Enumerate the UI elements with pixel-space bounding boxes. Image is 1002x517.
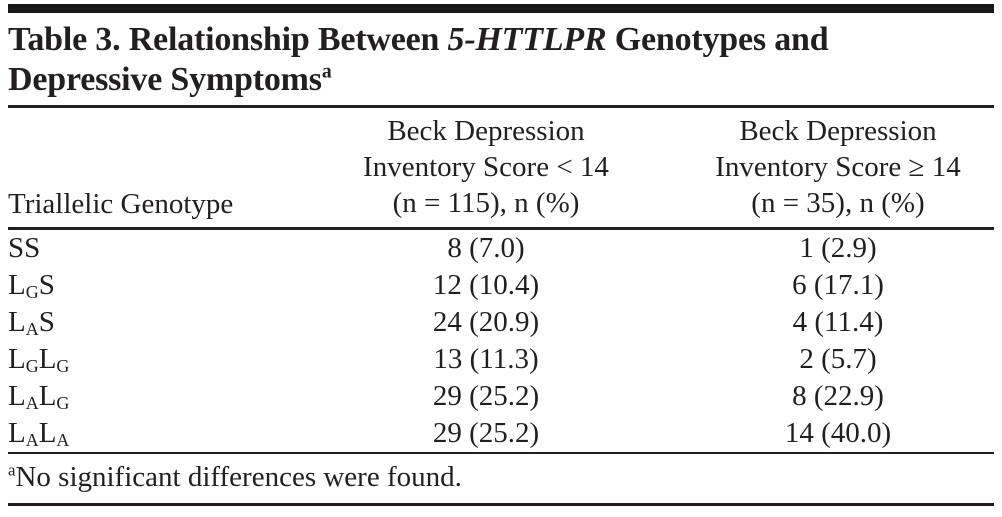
header-line: (n = 35), n (%) (751, 187, 925, 219)
header-line: Beck Depression (387, 115, 585, 147)
table-title: Table 3. Relationship Between 5-HTTLPR G… (8, 20, 994, 100)
bdi-ge14-cell: 2 (5.7) (799, 343, 877, 375)
column-header-bdi-ge14: Beck Depression Inventory Score ≥ 14 (n … (682, 108, 994, 230)
allele-subscript: A (25, 430, 39, 451)
table-title-gene-italic: 5-HTTLPR (447, 21, 607, 58)
table-top-rule (8, 4, 994, 13)
header-line: Beck Depression (739, 115, 937, 147)
table-title-suffix: Genotypes and (606, 21, 829, 58)
allele-subscript: A (25, 319, 39, 340)
bdi-lt14-cell: 29 (25.2) (290, 415, 682, 454)
header-line: Inventory Score < 14 (363, 151, 609, 183)
bdi-ge14-cell: 14 (40.0) (682, 415, 994, 454)
bdi-ge14-cell: 6 (17.1) (792, 269, 884, 301)
table-row: LALG 29 (25.2) 8 (22.9) (8, 378, 994, 415)
paper-table-figure: Table 3. Relationship Between 5-HTTLPR G… (0, 4, 1002, 517)
table-row: LGLG 13 (11.3) 2 (5.7) (8, 341, 994, 378)
bdi-lt14-cell: 13 (11.3) (433, 343, 539, 375)
title-divider-rule (8, 105, 994, 108)
genotype-table: Triallelic Genotype Beck Depression Inve… (8, 108, 994, 454)
bdi-ge14-cell: 8 (22.9) (792, 380, 884, 412)
allele-subscript: A (56, 430, 70, 451)
allele-subscript: G (25, 282, 39, 303)
allele-subscript: G (25, 356, 39, 377)
footnote-text: No significant differences were found. (15, 461, 462, 493)
table-row: LALA 29 (25.2) 14 (40.0) (8, 415, 994, 454)
bdi-lt14-cell: 12 (10.4) (432, 269, 540, 301)
header-row: Triallelic Genotype Beck Depression Inve… (8, 108, 994, 230)
genotype-table-header: Triallelic Genotype Beck Depression Inve… (8, 108, 994, 230)
header-line: Inventory Score ≥ 14 (715, 151, 961, 183)
table-row: LGS 12 (10.4) 6 (17.1) (8, 267, 994, 304)
genotype-cell: LAS (8, 306, 55, 340)
genotype-cell: SS (8, 232, 41, 264)
genotype-cell: LALA (8, 415, 290, 454)
table-row: SS 8 (7.0) 1 (2.9) (8, 229, 994, 268)
genotype-cell: LGLG (8, 343, 70, 377)
bdi-lt14-cell: 8 (7.0) (447, 232, 525, 264)
allele-subscript: G (56, 356, 70, 377)
bdi-lt14-cell: 29 (25.2) (432, 380, 540, 412)
table-row: LAS 24 (20.9) 4 (11.4) (8, 304, 994, 341)
genotype-cell: LGS (8, 269, 55, 303)
bdi-ge14-cell: 4 (11.4) (792, 306, 884, 338)
bdi-lt14-cell: 24 (20.9) (432, 306, 540, 338)
column-header-bdi-lt14: Beck Depression Inventory Score < 14 (n … (290, 108, 682, 230)
table-title-line-2: Depressive Symptomsa (8, 60, 994, 100)
table-title-line-1: Table 3. Relationship Between 5-HTTLPR G… (8, 20, 994, 60)
table-title-footnote-marker: a (321, 60, 332, 83)
header-line: (n = 115), n (%) (392, 187, 580, 219)
footnote-marker: a (8, 460, 16, 480)
genotype-table-body: SS 8 (7.0) 1 (2.9) LGS 12 (10.4) 6 (17.1) LAS 2… (8, 229, 994, 454)
table-footnote: aNo significant differences were found. (8, 454, 994, 506)
column-header-triallelic-genotype: Triallelic Genotype (8, 108, 290, 230)
bdi-ge14-cell: 1 (2.9) (799, 232, 877, 264)
genotype-cell: LALG (8, 380, 70, 414)
allele-subscript: A (25, 393, 39, 414)
table-title-prefix: Table 3. Relationship Between (8, 21, 448, 58)
table-title-line2-text: Depressive Symptoms (8, 61, 322, 98)
allele-subscript: G (56, 393, 70, 414)
